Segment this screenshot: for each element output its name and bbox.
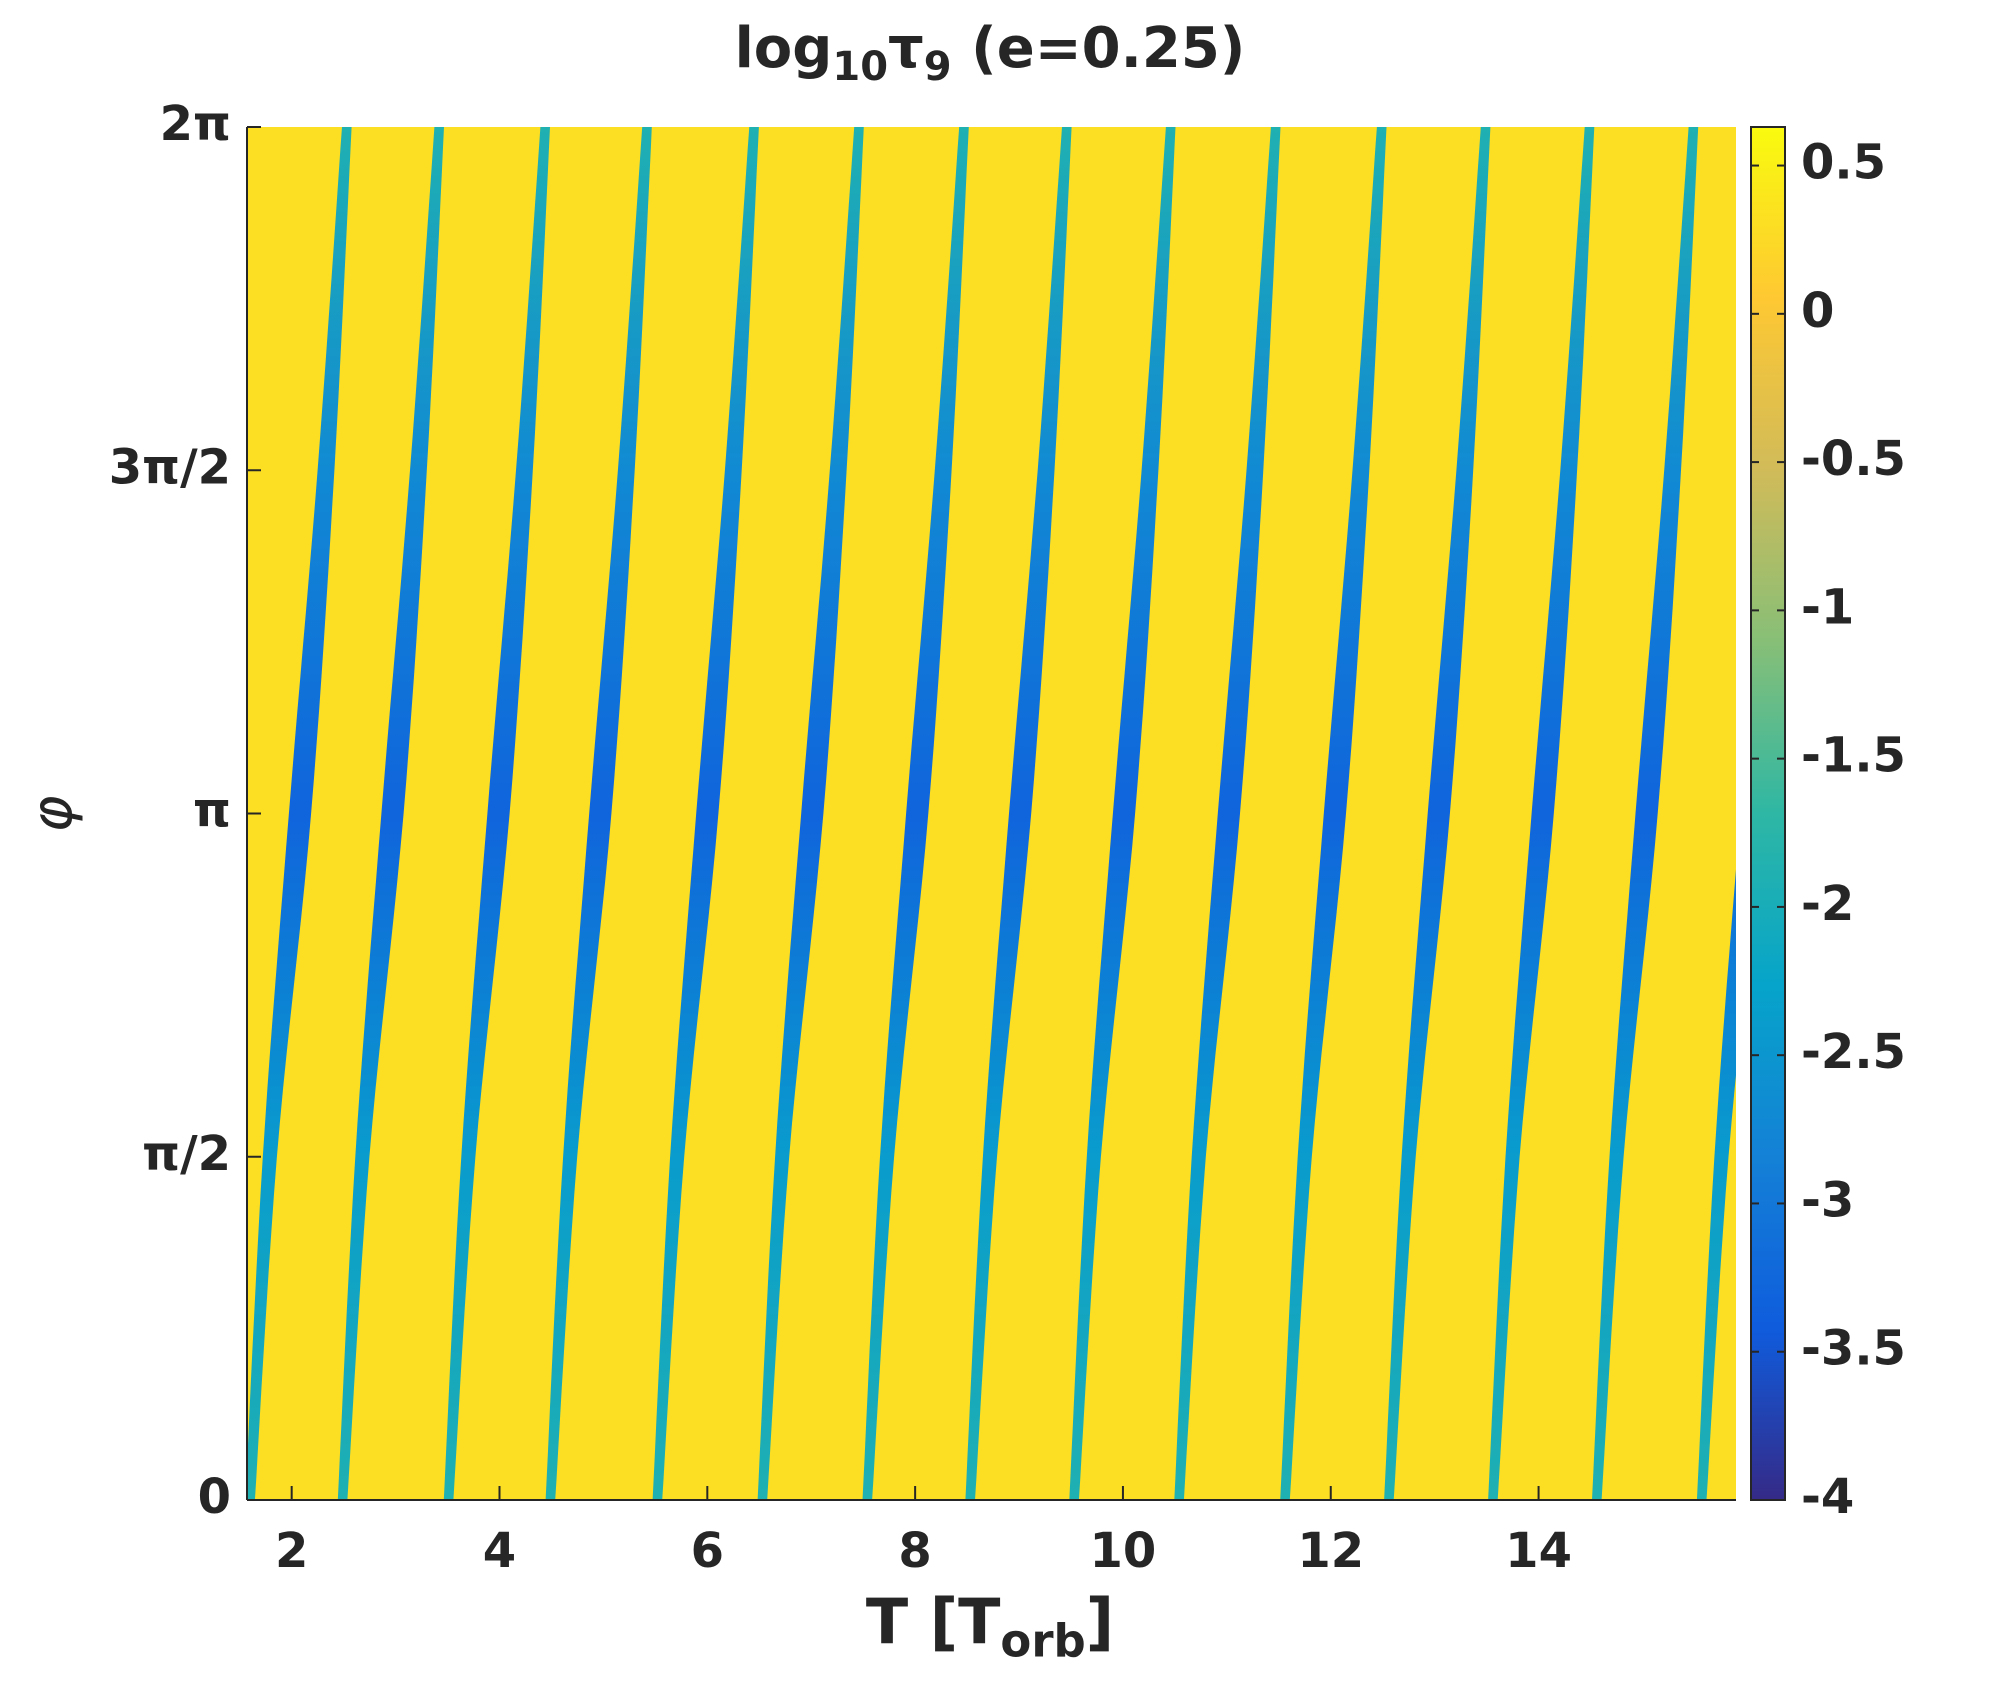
chart-title-part: 10 [832,44,888,90]
chart-title-part: log [735,16,833,81]
stripe [1069,127,1176,1500]
x-axis-label-part: orb [1000,1615,1085,1668]
stripe [247,127,352,1500]
colorbar-tick-label: 0 [1801,283,1834,339]
stripe [1696,869,1736,1500]
x-axis-label-part: ] [1086,1585,1114,1658]
stripe [1488,127,1595,1500]
colorbar-tick-label: -3.5 [1801,1321,1906,1377]
colorbar [1750,126,1786,1501]
stripe [337,127,444,1500]
stripe [1592,127,1699,1500]
x-tick-label: 10 [1090,1523,1157,1579]
x-tick-label: 2 [275,1523,308,1579]
stripe [1280,127,1387,1500]
x-tick-label: 8 [898,1523,931,1579]
y-axis-label: φ [20,795,85,832]
chart-title-part: τ [888,16,924,81]
y-tick-label: 2π [160,96,231,152]
colorbar-tick-label: -4 [1801,1469,1854,1525]
colorbar-tick-label: -2.5 [1801,1024,1906,1080]
chart-title-part: (e=0.25) [952,16,1246,81]
stripe [545,127,652,1500]
colorbar-tick-label: -2 [1801,876,1854,932]
x-tick-label: 14 [1505,1523,1572,1579]
stripe [862,127,969,1500]
stripe [652,127,759,1500]
colorbar-tick-label: -3 [1801,1172,1854,1228]
colorbar-tick-label: 0.5 [1801,135,1886,191]
x-axis-label: T [Torb] [866,1585,1114,1668]
x-tick-label: 6 [691,1523,724,1579]
colorbar-tick-label: -1.5 [1801,728,1906,784]
heatmap-background [247,127,1736,1500]
x-axis-label-part: T [T [866,1585,1001,1658]
chart-title: log10τ9 (e=0.25) [735,16,1246,90]
stripe [757,127,864,1500]
y-tick-label: π [193,783,231,839]
stripe [1174,127,1281,1500]
x-tick-label: 4 [483,1523,516,1579]
colorbar-tick-label: -1 [1801,579,1854,635]
plot-area [247,127,1736,1500]
stripe [443,127,550,1500]
y-tick-label: 3π/2 [109,439,231,495]
colorbar-tick-label: -0.5 [1801,431,1906,487]
stripe [1384,127,1491,1500]
x-tick-label: 12 [1297,1523,1364,1579]
y-tick-label: 0 [198,1469,231,1525]
chart-title-part: 9 [924,44,952,90]
stripe [965,127,1072,1500]
y-tick-label: π/2 [142,1126,231,1182]
